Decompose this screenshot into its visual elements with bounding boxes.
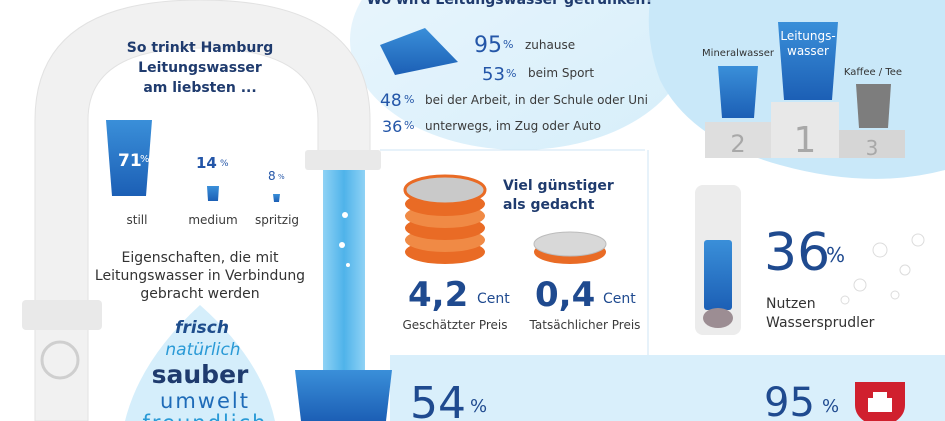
sprudler-base [703, 308, 733, 328]
percent: 36 [764, 223, 830, 283]
sprudler-bottle [704, 240, 732, 310]
bubble [339, 242, 345, 248]
rank: 2 [730, 130, 745, 158]
coin-stack [403, 174, 487, 264]
word: natürlich [165, 340, 240, 360]
label: Mineralwasser [702, 48, 775, 59]
unit: % [503, 38, 513, 51]
drop [125, 305, 275, 421]
section-title: Leitungswasser [138, 60, 262, 76]
label: Kaffee / Tee [844, 67, 902, 78]
where-blob [350, 0, 690, 150]
percent: 36 [382, 117, 402, 136]
faucet [34, 0, 371, 421]
percent: 95 [764, 380, 815, 421]
unit: Cent [603, 291, 636, 307]
faucet-nozzle [305, 150, 381, 170]
unit: % [826, 243, 845, 267]
section-title: Eigenschaften, die mit [122, 250, 279, 266]
shield-castle [868, 392, 892, 412]
cup-icon [856, 84, 891, 128]
rank: 1 [794, 120, 817, 161]
section-title: am liebsten ... [143, 80, 256, 96]
label: bei der Arbeit, in der Schule oder Uni [425, 93, 648, 107]
label: medium [188, 213, 237, 227]
percent: 48 [380, 91, 402, 111]
section-title: gebracht werden [140, 286, 259, 302]
rank: 3 [866, 136, 879, 160]
label: Nutzen [766, 296, 816, 312]
unit: Cent [477, 291, 510, 307]
unit: % [404, 93, 414, 106]
unit: % [140, 154, 150, 165]
logo-icon [40, 340, 80, 380]
unit: % [278, 173, 285, 181]
unit: % [404, 119, 414, 132]
word: freundlich [143, 411, 268, 421]
unit: % [220, 159, 229, 169]
glass-icon [778, 22, 838, 100]
faucet-base [22, 300, 102, 330]
podium-block [839, 130, 905, 158]
label: unterwegs, im Zug oder Auto [425, 119, 601, 133]
section-title: Viel günstiger [503, 178, 614, 194]
glass-icon [380, 28, 458, 75]
label: Tatsächlicher Preis [529, 318, 641, 332]
label: Geschätzter Preis [403, 318, 508, 332]
price: 4,2 [408, 275, 468, 315]
label: spritzig [255, 213, 299, 227]
unit: % [822, 396, 839, 417]
bottom-band [390, 355, 945, 421]
word: frisch [175, 318, 229, 338]
percent: 95 [474, 33, 502, 58]
coin-small [533, 231, 607, 264]
glass-still [106, 120, 152, 196]
podium-block [705, 122, 771, 158]
label: Wassersprudler [766, 315, 875, 331]
bubbles [840, 233, 925, 305]
label: zuhause [525, 38, 575, 52]
section-title: Leitungswasser in Verbindung [95, 268, 305, 284]
podium-block [771, 102, 839, 158]
bubble [346, 263, 350, 267]
percent: 8 [268, 169, 276, 183]
unit: % [506, 67, 516, 80]
percent: 14 [196, 154, 217, 172]
percent: 71 [118, 151, 142, 171]
glass-medium [207, 186, 219, 201]
label: wasser [787, 44, 829, 58]
unit: % [470, 396, 487, 417]
section-title: So trinkt Hamburg [127, 40, 273, 56]
word: umwelt [160, 389, 250, 413]
water-stream [323, 170, 365, 370]
percent: 53 [482, 64, 505, 85]
word: sauber [152, 360, 249, 389]
bubble [342, 212, 348, 218]
percent: 54 [410, 378, 466, 421]
label: Leitungs- [780, 29, 835, 43]
label: beim Sport [528, 66, 594, 80]
glass-spritzig [273, 194, 280, 202]
section-title: Wo wird Leitungswasser getrunken? [366, 0, 653, 8]
label: still [127, 213, 148, 227]
section-title: als gedacht [503, 197, 595, 213]
glass-icon [718, 66, 758, 118]
price: 0,4 [535, 275, 595, 315]
glass [295, 370, 392, 421]
